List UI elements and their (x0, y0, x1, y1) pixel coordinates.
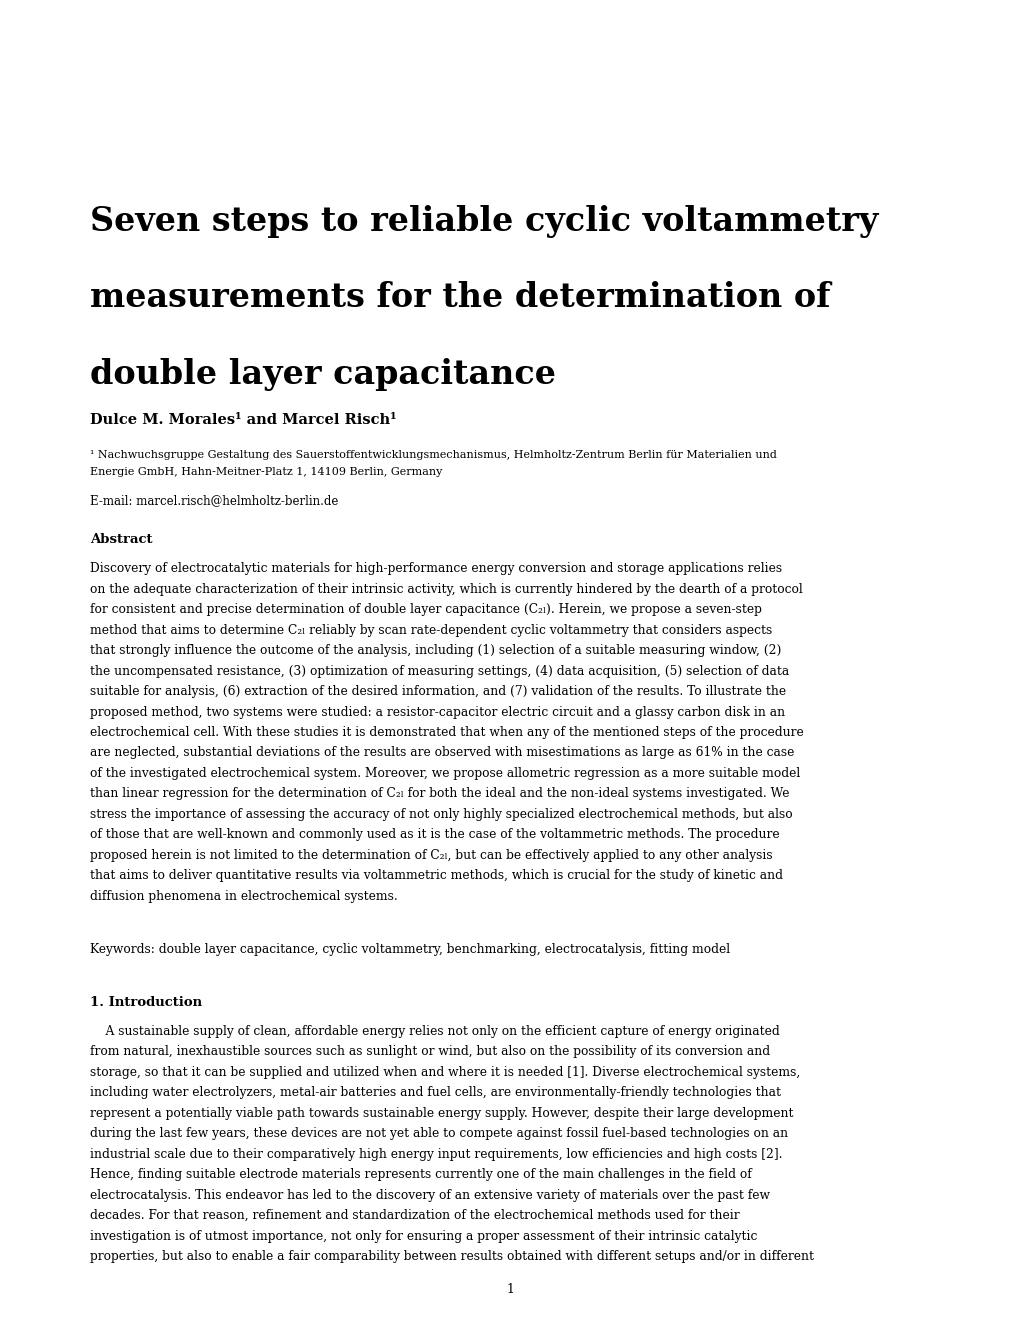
Text: from natural, inexhaustible sources such as sunlight or wind, but also on the po: from natural, inexhaustible sources such… (90, 1045, 769, 1059)
Text: Keywords: double layer capacitance, cyclic voltammetry, benchmarking, electrocat: Keywords: double layer capacitance, cycl… (90, 944, 730, 956)
Text: electrocatalysis. This endeavor has led to the discovery of an extensive variety: electrocatalysis. This endeavor has led … (90, 1189, 769, 1201)
Text: electrochemical cell. With these studies it is demonstrated that when any of the: electrochemical cell. With these studies… (90, 726, 803, 739)
Text: of the investigated electrochemical system. Moreover, we propose allometric regr: of the investigated electrochemical syst… (90, 767, 799, 780)
Text: 1: 1 (505, 1283, 514, 1296)
Text: Discovery of electrocatalytic materials for high-performance energy conversion a: Discovery of electrocatalytic materials … (90, 562, 782, 576)
Text: E-mail: marcel.risch@helmholtz-berlin.de: E-mail: marcel.risch@helmholtz-berlin.de (90, 494, 338, 507)
Text: Hence, finding suitable electrode materials represents currently one of the main: Hence, finding suitable electrode materi… (90, 1168, 751, 1181)
Text: decades. For that reason, refinement and standardization of the electrochemical : decades. For that reason, refinement and… (90, 1209, 739, 1222)
Text: represent a potentially viable path towards sustainable energy supply. However, : represent a potentially viable path towa… (90, 1107, 793, 1119)
Text: ¹ Nachwuchsgruppe Gestaltung des Sauerstoffentwicklungsmechanismus, Helmholtz-Ze: ¹ Nachwuchsgruppe Gestaltung des Sauerst… (90, 450, 775, 461)
Text: on the adequate characterization of their intrinsic activity, which is currently: on the adequate characterization of thei… (90, 583, 802, 595)
Text: during the last few years, these devices are not yet able to compete against fos: during the last few years, these devices… (90, 1127, 787, 1140)
Text: of those that are well-known and commonly used as it is the case of the voltamme: of those that are well-known and commonl… (90, 829, 779, 841)
Text: investigation is of utmost importance, not only for ensuring a proper assessment: investigation is of utmost importance, n… (90, 1230, 756, 1242)
Text: measurements for the determination of: measurements for the determination of (90, 281, 829, 314)
Text: stress the importance of assessing the accuracy of not only highly specialized e: stress the importance of assessing the a… (90, 808, 792, 821)
Text: including water electrolyzers, metal-air batteries and fuel cells, are environme: including water electrolyzers, metal-air… (90, 1086, 780, 1100)
Text: that strongly influence the outcome of the analysis, including (1) selection of : that strongly influence the outcome of t… (90, 644, 781, 657)
Text: the uncompensated resistance, (3) optimization of measuring settings, (4) data a: the uncompensated resistance, (3) optimi… (90, 665, 789, 677)
Text: diffusion phenomena in electrochemical systems.: diffusion phenomena in electrochemical s… (90, 890, 397, 903)
Text: proposed method, two systems were studied: a resistor-capacitor electric circuit: proposed method, two systems were studie… (90, 706, 784, 718)
Text: for consistent and precise determination of double layer capacitance (C₂ₗ). Here: for consistent and precise determination… (90, 603, 761, 616)
Text: storage, so that it can be supplied and utilized when and where it is needed [1]: storage, so that it can be supplied and … (90, 1067, 799, 1078)
Text: Abstract: Abstract (90, 533, 152, 546)
Text: Dulce M. Morales¹ and Marcel Risch¹: Dulce M. Morales¹ and Marcel Risch¹ (90, 413, 395, 428)
Text: method that aims to determine C₂ₗ reliably by scan rate-dependent cyclic voltamm: method that aims to determine C₂ₗ reliab… (90, 624, 771, 636)
Text: 1. Introduction: 1. Introduction (90, 997, 202, 1008)
Text: are neglected, substantial deviations of the results are observed with misestima: are neglected, substantial deviations of… (90, 747, 794, 759)
Text: proposed herein is not limited to the determination of C₂ₗ, but can be effective: proposed herein is not limited to the de… (90, 849, 771, 862)
Text: properties, but also to enable a fair comparability between results obtained wit: properties, but also to enable a fair co… (90, 1250, 813, 1263)
Text: suitable for analysis, (6) extraction of the desired information, and (7) valida: suitable for analysis, (6) extraction of… (90, 685, 785, 698)
Text: double layer capacitance: double layer capacitance (90, 358, 555, 391)
Text: A sustainable supply of clean, affordable energy relies not only on the efficien: A sustainable supply of clean, affordabl… (90, 1026, 779, 1038)
Text: Seven steps to reliable cyclic voltammetry: Seven steps to reliable cyclic voltammet… (90, 205, 877, 238)
Text: industrial scale due to their comparatively high energy input requirements, low : industrial scale due to their comparativ… (90, 1148, 782, 1160)
Text: Energie GmbH, Hahn-Meitner-Platz 1, 14109 Berlin, Germany: Energie GmbH, Hahn-Meitner-Platz 1, 1410… (90, 467, 441, 478)
Text: than linear regression for the determination of C₂ₗ for both the ideal and the n: than linear regression for the determina… (90, 788, 789, 800)
Text: that aims to deliver quantitative results via voltammetric methods, which is cru: that aims to deliver quantitative result… (90, 870, 782, 882)
